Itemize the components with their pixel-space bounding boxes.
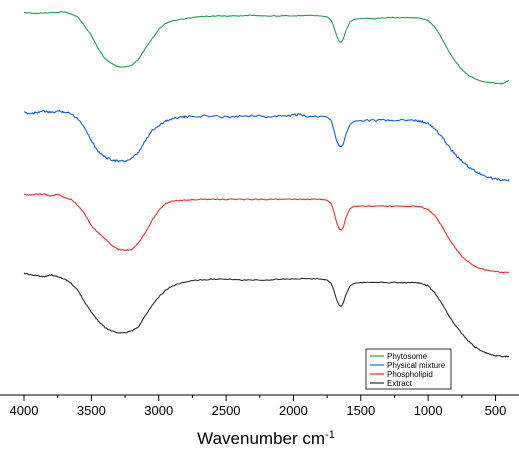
x-axis: 4000 3500 3000 2500 2000 1500 1000 500 <box>0 394 519 418</box>
x-tick-label: 500 <box>485 403 507 418</box>
x-tick-label: 2500 <box>212 403 241 418</box>
series-line-phytosome <box>23 10 510 85</box>
x-tick-label: 3500 <box>77 403 106 418</box>
x-tick-label: 3000 <box>144 403 173 418</box>
series-line-extract <box>23 272 510 358</box>
x-tick-label: 4000 <box>10 403 39 418</box>
legend-label: Phytosome <box>387 352 428 361</box>
legend-label: Extract <box>387 379 413 388</box>
legend-label: Phospholipid <box>387 370 433 379</box>
legend-label: Physical mixture <box>387 361 446 370</box>
x-tick-label: 1500 <box>346 403 375 418</box>
series-layer <box>23 10 510 358</box>
x-axis-title: Wavenumber cm-1 <box>197 429 335 448</box>
x-tick-label: 1000 <box>414 403 443 418</box>
series-line-physical-mixture <box>23 109 510 182</box>
x-tick-label: 2000 <box>279 403 308 418</box>
series-line-phospholipid <box>23 193 510 274</box>
